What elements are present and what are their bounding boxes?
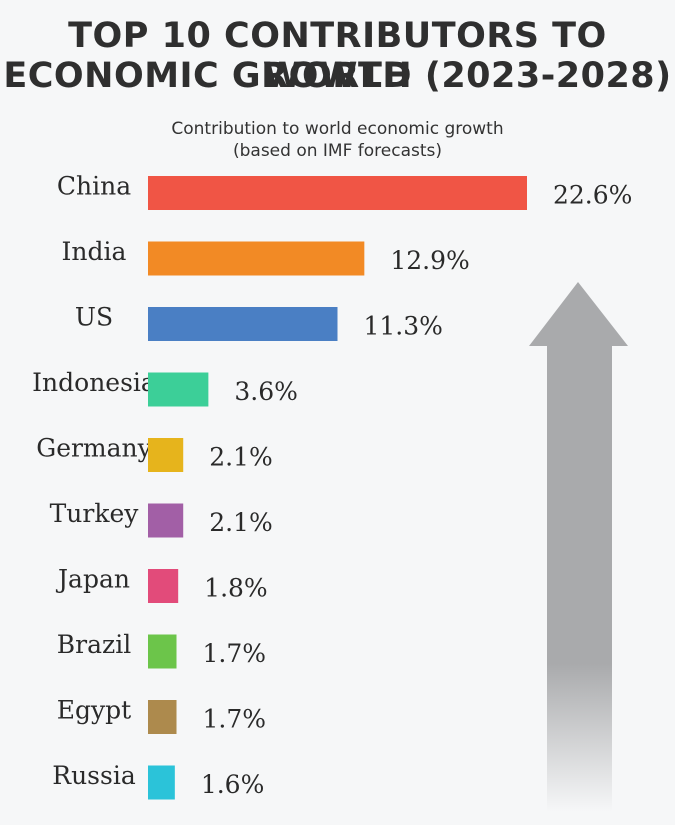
bar-brazil — [148, 634, 177, 669]
value-label-china: 22.6% — [553, 181, 632, 210]
bar-indonesia — [148, 372, 209, 407]
category-label-us: US — [75, 303, 113, 332]
bar-russia — [148, 765, 175, 800]
value-label-brazil: 1.7% — [203, 639, 267, 668]
value-label-egypt: 1.7% — [203, 705, 267, 734]
growth-arrow-icon — [529, 282, 628, 812]
bar-egypt — [148, 700, 177, 734]
category-label-japan: Japan — [55, 565, 130, 594]
value-label-india: 12.9% — [390, 246, 469, 275]
bar-china — [148, 176, 527, 210]
bar-japan — [148, 569, 179, 603]
value-label-japan: 1.8% — [204, 574, 268, 603]
category-label-turkey: Turkey — [50, 499, 140, 528]
bar-india — [148, 241, 365, 276]
bar-turkey — [148, 503, 184, 538]
value-label-indonesia: 3.6% — [234, 377, 298, 406]
value-label-russia: 1.6% — [201, 770, 265, 799]
bar-us — [148, 307, 338, 341]
bars-group: China 22.6% India 12.9% US 11.3% Indonesia 3.6%… — [32, 172, 632, 800]
value-label-germany: 2.1% — [209, 443, 273, 472]
category-label-indonesia: Indonesia — [32, 368, 156, 397]
bar-germany — [148, 438, 184, 472]
category-label-india: India — [62, 237, 127, 266]
value-label-us: 11.3% — [364, 312, 443, 341]
category-label-egypt: Egypt — [57, 696, 131, 725]
category-label-china: China — [57, 172, 131, 201]
subtitle-line-1: Contribution to world economic growth — [171, 119, 504, 139]
category-label-germany: Germany — [36, 434, 152, 463]
subtitle-line-2: (based on IMF forecasts) — [232, 141, 443, 161]
value-label-turkey: 2.1% — [209, 508, 273, 537]
category-label-brazil: Brazil — [57, 630, 131, 659]
title-line-1: TOP 10 CONTRIBUTORS TO WORLD — [68, 16, 607, 96]
title-line-2: ECONOMIC GROWTH (2023-2028) — [3, 56, 672, 96]
category-label-russia: Russia — [52, 761, 136, 790]
